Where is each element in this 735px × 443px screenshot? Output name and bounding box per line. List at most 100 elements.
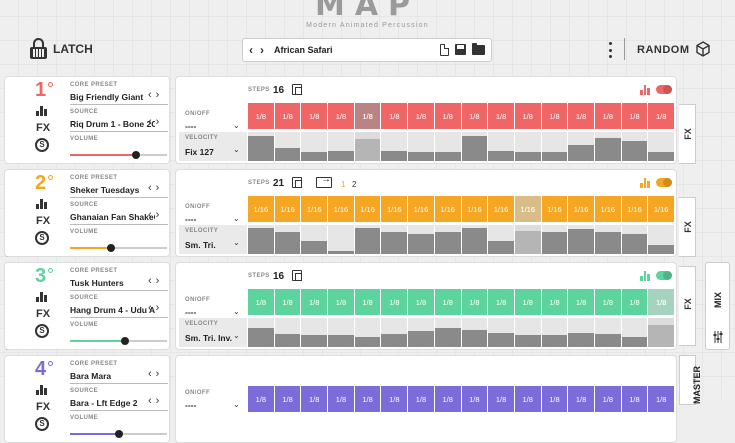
copy-icon[interactable]	[292, 177, 302, 188]
core-preset-value[interactable]: Tusk Hunters	[70, 278, 124, 288]
save-icon[interactable]	[455, 44, 466, 55]
velocity-cell[interactable]	[541, 318, 568, 347]
on-off-value[interactable]: ----	[185, 214, 197, 224]
velocity-cell[interactable]	[621, 225, 648, 254]
step-cell[interactable]: 1/16	[408, 196, 434, 222]
source-arrows-icon[interactable]: ‹›	[148, 302, 164, 314]
copy-icon[interactable]	[292, 270, 302, 281]
velocity-cell[interactable]	[301, 132, 328, 161]
velocity-cell[interactable]	[514, 225, 541, 254]
velocity-cell[interactable]	[301, 318, 328, 347]
velocity-cell[interactable]	[328, 132, 354, 161]
step-cell[interactable]: 1/8	[381, 289, 408, 315]
core-preset-arrows-icon[interactable]: ‹›	[148, 275, 164, 287]
levels-icon[interactable]	[36, 199, 48, 209]
velocity-cell[interactable]	[541, 225, 568, 254]
velocity-cell[interactable]	[381, 318, 408, 347]
latch-button[interactable]: LATCH	[30, 38, 93, 60]
more-menu-icon[interactable]	[607, 42, 613, 58]
step-cell[interactable]: 1/16	[274, 196, 301, 222]
velocity-cell[interactable]	[248, 318, 274, 347]
velocity-cell[interactable]	[461, 225, 488, 254]
step-cell[interactable]: 1/16	[594, 196, 621, 222]
levels-icon[interactable]	[36, 292, 48, 302]
step-cell[interactable]: 1/8	[648, 289, 674, 315]
volume-slider[interactable]	[70, 337, 167, 345]
step-cell[interactable]: 1/8	[621, 103, 648, 129]
step-cell[interactable]: 1/8	[514, 386, 541, 412]
volume-knob[interactable]	[106, 244, 115, 252]
volume-knob[interactable]	[121, 337, 130, 345]
step-cell[interactable]: 1/8	[568, 103, 594, 129]
velocity-cell[interactable]	[461, 318, 488, 347]
chevron-down-icon[interactable]: ⌄	[233, 121, 240, 130]
velocity-cell[interactable]	[648, 225, 674, 254]
velocity-cell[interactable]	[568, 225, 594, 254]
preset-name[interactable]: African Safari	[274, 45, 333, 55]
solo-icon[interactable]: S	[35, 138, 49, 152]
levels-icon[interactable]	[36, 106, 48, 116]
step-cell[interactable]: 1/8	[248, 289, 274, 315]
step-cell[interactable]: 1/8	[541, 103, 568, 129]
cube-icon[interactable]	[696, 41, 710, 57]
velocity-cell[interactable]	[514, 132, 541, 161]
step-cell[interactable]: 1/8	[328, 289, 354, 315]
velocity-value[interactable]: Fix 127	[185, 147, 214, 157]
master-tab[interactable]: MASTER	[679, 355, 702, 405]
step-cell[interactable]: 1/16	[648, 196, 674, 222]
solo-icon[interactable]: S	[35, 324, 49, 338]
track-toggle[interactable]	[656, 271, 672, 280]
velocity-cell[interactable]	[354, 225, 381, 254]
velocity-cell[interactable]	[434, 132, 461, 161]
step-cell[interactable]: 1/8	[301, 386, 328, 412]
page-1-button[interactable]: 1	[341, 180, 346, 189]
step-cell[interactable]: 1/8	[621, 289, 648, 315]
velocity-cell[interactable]	[328, 318, 354, 347]
velocity-cell[interactable]	[541, 132, 568, 161]
step-cell[interactable]: 1/16	[434, 196, 461, 222]
velocity-value[interactable]: Sm. Tri.	[185, 240, 216, 250]
velocity-value[interactable]: Sm. Tri. Inv.	[185, 333, 233, 343]
fx-button[interactable]: FX	[36, 122, 51, 134]
step-cell[interactable]: 1/8	[461, 386, 488, 412]
core-preset-value[interactable]: Big Friendly Giant	[70, 92, 144, 102]
step-cell[interactable]: 1/16	[488, 196, 514, 222]
step-cell[interactable]: 1/8	[274, 103, 301, 129]
velocity-cell[interactable]	[301, 225, 328, 254]
velocity-cell[interactable]	[354, 318, 381, 347]
fx-button[interactable]: FX	[36, 401, 51, 413]
volume-slider[interactable]	[70, 430, 167, 438]
track-toggle[interactable]	[656, 178, 672, 187]
copy-icon[interactable]	[292, 84, 302, 95]
step-cell[interactable]: 1/8	[354, 289, 381, 315]
fx-tab[interactable]: FX	[679, 197, 696, 257]
velocity-cell[interactable]	[248, 225, 274, 254]
step-cell[interactable]: 1/8	[408, 289, 434, 315]
velocity-cell[interactable]	[568, 318, 594, 347]
step-cell[interactable]: 1/16	[514, 196, 541, 222]
step-cell[interactable]: 1/8	[648, 386, 674, 412]
velocity-cell[interactable]	[381, 132, 408, 161]
mix-tab[interactable]: MIX	[705, 262, 730, 350]
step-cell[interactable]: 1/8	[328, 103, 354, 129]
source-value[interactable]: Ghanaian Fan ShakeC	[70, 212, 155, 222]
velocity-selector[interactable]: VELOCITY Fix 127 ⌄	[179, 132, 247, 161]
steps-value[interactable]: 16	[273, 271, 285, 282]
step-cell[interactable]: 1/8	[408, 103, 434, 129]
velocity-cell[interactable]	[648, 318, 674, 347]
source-value[interactable]: Hang Drum 4 - Udu A	[70, 305, 155, 315]
step-cell[interactable]: 1/16	[381, 196, 408, 222]
step-cell[interactable]: 1/8	[594, 386, 621, 412]
core-preset-value[interactable]: Sheker Tuesdays	[70, 185, 140, 195]
velocity-cell[interactable]	[488, 318, 514, 347]
step-cell[interactable]: 1/8	[541, 289, 568, 315]
levels-icon[interactable]	[36, 385, 48, 395]
velocity-cell[interactable]	[328, 225, 354, 254]
step-cell[interactable]: 1/8	[568, 386, 594, 412]
step-cell[interactable]: 1/16	[621, 196, 648, 222]
velocity-cell[interactable]	[408, 132, 434, 161]
step-cell[interactable]: 1/16	[541, 196, 568, 222]
velocity-cell[interactable]	[461, 132, 488, 161]
chevron-down-icon[interactable]: ⌄	[233, 238, 240, 247]
source-arrows-icon[interactable]: ‹›	[148, 116, 164, 128]
